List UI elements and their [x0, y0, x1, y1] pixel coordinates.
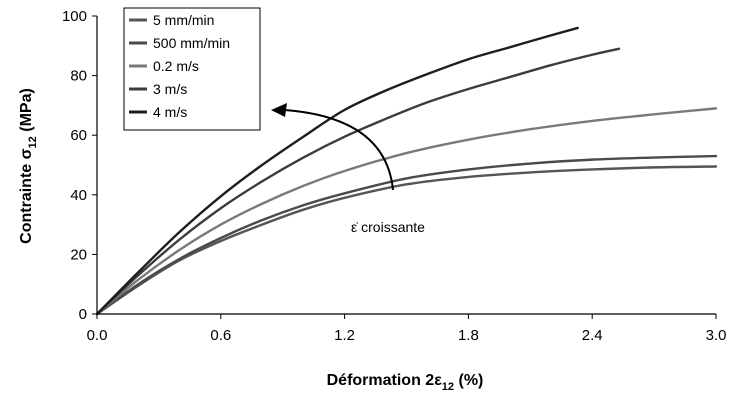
y-tick-label: 0 [79, 306, 87, 323]
legend-label: 500 mm/min [153, 35, 230, 51]
legend-label: 5 mm/min [153, 12, 214, 28]
ticks: 0.0 0.6 1.2 1.8 2.4 3.0 0 20 40 60 80 100 [62, 8, 726, 344]
y-tick-label: 60 [70, 127, 87, 144]
y-tick-label: 100 [62, 8, 87, 25]
legend-label: 0.2 m/s [153, 58, 199, 74]
x-tick-label: 0.6 [210, 327, 231, 344]
legend-label: 3 m/s [153, 81, 187, 97]
axes [96, 16, 716, 315]
x-tick-label: 1.2 [334, 327, 355, 344]
y-tick-label: 80 [70, 68, 87, 85]
strain-rate-annotation: ε̇ croissante [271, 103, 425, 235]
legend-label: 4 m/s [153, 104, 187, 120]
y-tick-label: 20 [70, 246, 87, 263]
x-axis-title: Déformation 2ε12 (%) [327, 372, 484, 393]
legend: 5 mm/min 500 mm/min 0.2 m/s 3 m/s 4 m/s [123, 7, 261, 131]
legend-box [123, 7, 261, 131]
annotation-arrow [284, 109, 394, 191]
series-line-2 [95, 107, 718, 316]
x-tick-label: 2.4 [582, 327, 603, 344]
annotation-label: ε̇ croissante [351, 219, 425, 235]
x-tick-label: 1.8 [458, 327, 479, 344]
series-line-3 [95, 47, 621, 316]
y-tick-label: 40 [70, 187, 87, 204]
x-tick-label: 0.0 [87, 327, 108, 344]
y-axis-title: Contrainte σ12 (MPa) [18, 88, 39, 244]
series-line-4 [95, 26, 579, 316]
annotation-arrowhead [271, 103, 287, 117]
series-line-0 [95, 165, 718, 316]
series-line-1 [95, 154, 718, 316]
x-tick-label: 3.0 [706, 327, 727, 344]
plot-lines [95, 26, 718, 316]
